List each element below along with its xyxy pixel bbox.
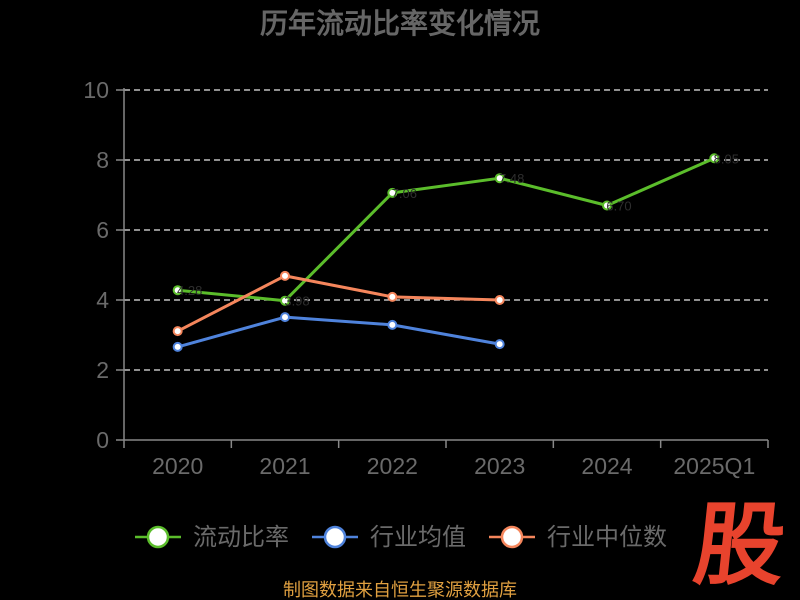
legend-label-current-ratio: 流动比率	[193, 524, 289, 551]
data-point-0-2021	[280, 295, 290, 306]
legend: 流动比率 行业均值 行业中位数	[135, 524, 667, 551]
data-point-2-2021	[280, 270, 290, 281]
data-label-0-2021: 3.98	[284, 294, 309, 309]
y-tick-label-8: 8	[96, 147, 109, 173]
legend-item-industry-median[interactable]: 行业中位数	[489, 524, 667, 551]
data-point-0-2020	[172, 285, 183, 296]
series-line-0	[177, 156, 715, 303]
data-point-2-2023	[494, 295, 505, 305]
x-tick-label-2023: 2023	[474, 453, 525, 479]
series-0: 4.28 3.98 7.06 7.48 6.70 8.05	[172, 151, 739, 309]
data-point-2-2022	[387, 291, 398, 302]
data-point-0-2023	[494, 173, 505, 184]
data-point-1-2020	[172, 341, 183, 352]
data-label-0-2024: 6.70	[606, 199, 631, 214]
x-tick-label-2024: 2024	[581, 453, 632, 479]
data-label-0-2025Q1: 8.05	[714, 151, 739, 166]
legend-marker-current-ratio	[146, 525, 170, 549]
data-point-0-2022	[387, 187, 398, 198]
data-label-0-2022: 7.06	[392, 186, 417, 201]
series-line-2	[176, 274, 500, 333]
legend-label-industry-mean: 行业均值	[370, 524, 466, 551]
series-group: 4.28 3.98 7.06 7.48 6.70 8.05	[172, 151, 739, 352]
y-tick-label-10: 10	[83, 77, 109, 103]
data-point-0-2024	[602, 200, 612, 211]
legend-item-current-ratio[interactable]: 流动比率	[135, 524, 289, 551]
data-point-2-2020	[172, 326, 183, 337]
series-2	[172, 270, 505, 337]
chart-title: 历年流动比率变化情况	[260, 7, 540, 39]
legend-item-industry-mean[interactable]: 行业均值	[312, 524, 466, 551]
data-point-1-2021	[280, 312, 290, 323]
series-line-1	[177, 315, 500, 349]
y-tick-label-4: 4	[96, 287, 109, 313]
y-tick-label-2: 2	[96, 357, 109, 383]
x-tick-label-2025Q1: 2025Q1	[673, 453, 755, 479]
data-label-0-2023: 7.48	[499, 171, 524, 186]
x-tick-label-2021: 2021	[259, 453, 310, 479]
data-source-footer: 制图数据来自恒生聚源数据库	[283, 580, 517, 600]
legend-marker-industry-mean	[323, 525, 347, 549]
legend-marker-industry-median	[500, 525, 524, 549]
data-label-0-2020: 4.28	[177, 283, 202, 298]
axes	[123, 88, 768, 441]
series-1	[172, 312, 505, 352]
data-point-1-2022	[387, 319, 398, 330]
data-point-1-2023	[494, 339, 505, 350]
y-tick-labels: 0 2 4 6 8 10	[83, 77, 124, 453]
gridlines	[124, 89, 768, 371]
y-tick-label-6: 6	[96, 217, 109, 243]
x-tick-labels: 2020 2021 2022 2023 2024 2025Q1	[123, 440, 769, 479]
brand-logo: 股	[689, 493, 790, 598]
x-tick-label-2020: 2020	[152, 453, 203, 479]
legend-label-industry-median: 行业中位数	[547, 524, 667, 551]
data-point-0-2025Q1	[709, 153, 720, 164]
x-tick-label-2022: 2022	[367, 453, 418, 479]
y-tick-label-0: 0	[96, 427, 109, 453]
